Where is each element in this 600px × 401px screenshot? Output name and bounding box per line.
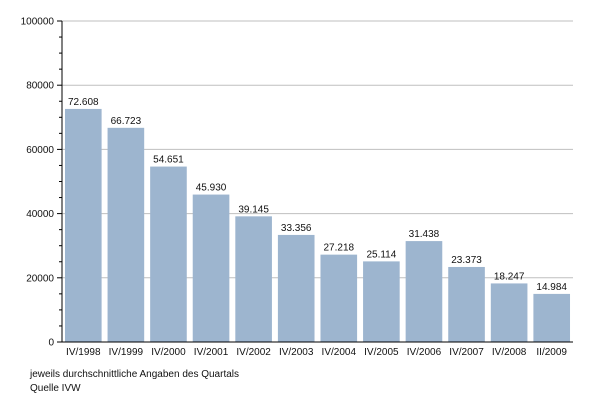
- data-label: 39.145: [238, 204, 269, 215]
- footnote-average: jeweils durchschnittliche Angaben des Qu…: [30, 369, 240, 380]
- axes: [57, 20, 573, 343]
- x-tick-label: IV/1999: [109, 347, 144, 358]
- grid-lines: [62, 20, 573, 279]
- bar-iv-2004: [320, 254, 358, 342]
- bar-iv-2006: [405, 241, 443, 342]
- bar-iv-1999: [107, 127, 145, 342]
- x-tick-label: IV/2002: [236, 347, 271, 358]
- data-label: 45.930: [196, 183, 227, 194]
- data-label: 33.356: [281, 223, 312, 234]
- y-tick-label: 40000: [26, 209, 54, 220]
- y-tick-label: 100000: [21, 17, 55, 28]
- data-label: 31.438: [409, 229, 440, 240]
- y-tick-label: 20000: [26, 273, 54, 284]
- bar-iv-2003: [277, 234, 315, 342]
- bar-iv-2000: [150, 166, 187, 342]
- data-label: 14.984: [536, 282, 567, 293]
- x-tick-label: IV/2000: [151, 347, 186, 358]
- bar-iv-1998: [64, 108, 102, 343]
- data-label: 18.247: [494, 271, 525, 282]
- data-label: 66.723: [111, 116, 142, 127]
- x-tick-label: IV/2008: [492, 347, 527, 358]
- bar-iv-2007: [448, 266, 485, 342]
- labels: 0 20000 40000 60000 80000 100000 72.608 IV/1998…: [21, 17, 568, 359]
- bar-iv-2001: [192, 194, 230, 342]
- y-tick-label: 0: [48, 338, 54, 349]
- source-note: Quelle IVW: [30, 383, 81, 394]
- x-tick-label: IV/1998: [66, 347, 101, 358]
- y-tick-label: 80000: [26, 81, 54, 92]
- bar-ii-2009: [533, 293, 571, 342]
- bar-iv-2005: [363, 261, 400, 342]
- x-tick-label: IV/2003: [279, 347, 314, 358]
- data-label: 72.608: [68, 97, 99, 108]
- data-label: 25.114: [366, 249, 396, 260]
- data-label: 23.373: [451, 255, 482, 266]
- data-label: 27.218: [323, 243, 354, 254]
- y-tick-label: 60000: [26, 145, 54, 156]
- bars: [64, 108, 571, 343]
- data-label: 54.651: [153, 155, 184, 166]
- x-tick-label: IV/2005: [364, 347, 399, 358]
- bar-iv-2008: [490, 283, 528, 342]
- x-tick-label: IV/2004: [322, 347, 357, 358]
- x-tick-label: II/2009: [536, 347, 567, 358]
- x-tick-label: IV/2006: [407, 347, 442, 358]
- x-tick-label: IV/2001: [194, 347, 229, 358]
- x-tick-label: IV/2007: [449, 347, 484, 358]
- bar-iv-2002: [235, 216, 272, 342]
